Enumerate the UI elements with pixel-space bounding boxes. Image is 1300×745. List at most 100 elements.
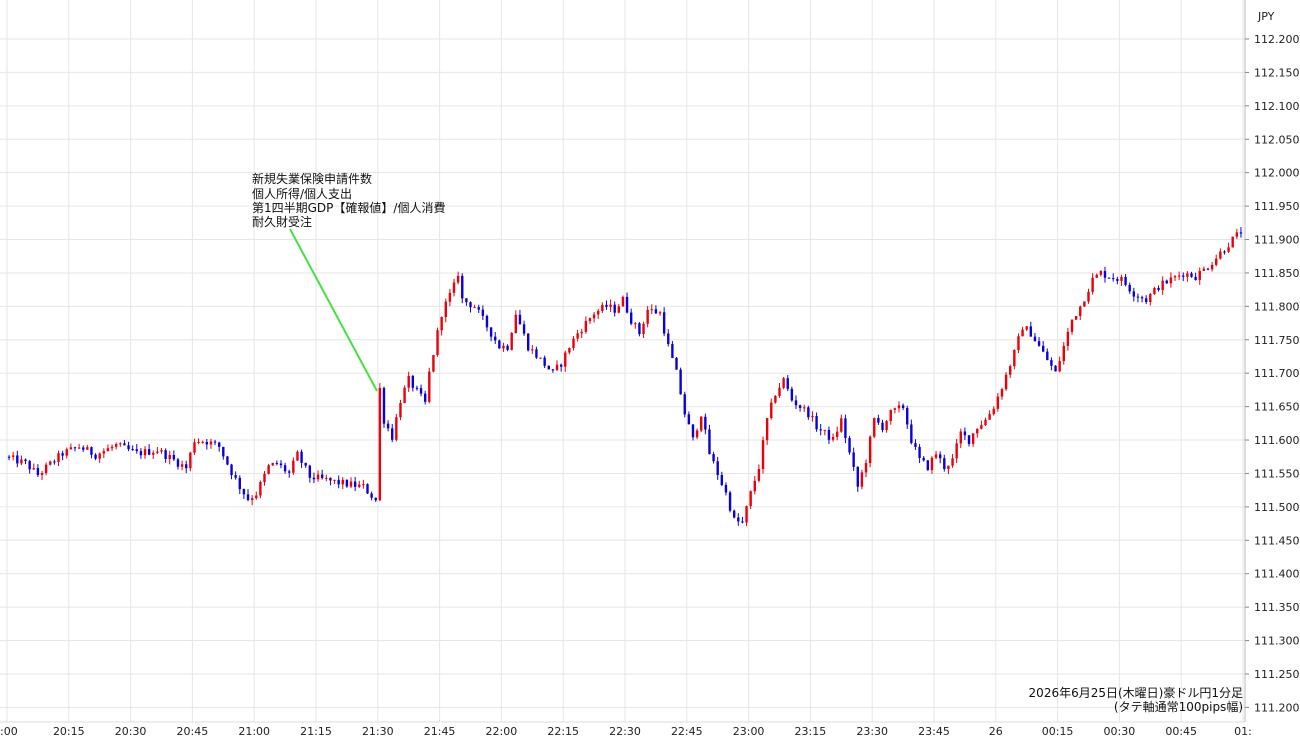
candle-body xyxy=(172,454,176,460)
y-tick-label: 111.200 xyxy=(1254,701,1300,714)
x-tick-label: 23:15 xyxy=(795,725,827,738)
candle-body xyxy=(469,302,472,308)
candle-body xyxy=(1079,306,1082,317)
x-tick-label: 20:45 xyxy=(177,725,209,738)
candle-body xyxy=(1041,345,1045,352)
candle-body xyxy=(242,489,246,495)
candle-body xyxy=(1029,326,1033,337)
candle-body xyxy=(580,331,583,334)
candle-body xyxy=(996,396,1000,409)
candle-body xyxy=(263,473,266,483)
candle-body xyxy=(992,408,995,415)
candle-body xyxy=(24,459,27,462)
annotation-line-3: 第1四半期GDP【確報値】/個人消費 xyxy=(252,200,445,215)
y-tick-label: 111.300 xyxy=(1254,635,1300,648)
candle-body xyxy=(1227,247,1230,252)
candle-body xyxy=(844,418,847,438)
candle-body xyxy=(1186,273,1189,277)
candle-body xyxy=(407,375,410,388)
candle-body xyxy=(1177,275,1181,277)
candle-body xyxy=(774,395,777,403)
time-axis: :00 20:15 20:30 20:45 21:00 21:15 21:30 21:45 22… xyxy=(0,725,1252,738)
candle-body xyxy=(749,491,752,507)
candle-body xyxy=(448,292,452,302)
currency-label: JPY xyxy=(1257,10,1275,23)
candle-body xyxy=(259,482,262,496)
candle-body xyxy=(193,442,196,453)
candle-body xyxy=(57,453,60,462)
x-tick-label: 26 xyxy=(989,725,1003,738)
candle-body xyxy=(947,465,950,470)
candle-body xyxy=(1070,319,1074,332)
candle-body xyxy=(679,369,682,395)
candle-body xyxy=(209,441,213,445)
candle-body xyxy=(1231,236,1234,248)
candle-body xyxy=(1099,271,1103,275)
candle-body xyxy=(217,442,221,447)
candle-body xyxy=(856,466,859,487)
candle-body xyxy=(634,323,637,325)
candle-body xyxy=(704,416,707,430)
candle-body xyxy=(481,309,485,316)
candle-body xyxy=(135,449,138,452)
candle-body xyxy=(551,369,555,371)
candle-body xyxy=(28,461,31,470)
candle-body xyxy=(428,371,431,402)
candle-body xyxy=(943,458,946,470)
candle-body xyxy=(1066,331,1070,346)
candle-body xyxy=(621,296,625,307)
candle-body xyxy=(786,378,789,389)
candle-body xyxy=(1173,276,1177,278)
candle-body xyxy=(1182,275,1185,277)
candle-body xyxy=(238,477,241,490)
candle-body xyxy=(180,464,184,467)
candle-body xyxy=(893,408,897,410)
candle-body xyxy=(304,462,307,466)
candle-body xyxy=(1120,276,1123,281)
candle-body xyxy=(382,387,386,424)
candle-body xyxy=(827,429,831,440)
candle-body xyxy=(415,387,419,389)
candle-body xyxy=(922,457,925,461)
candle-body xyxy=(300,451,303,463)
candle-body xyxy=(147,449,151,455)
candle-body xyxy=(106,448,110,452)
candle-body xyxy=(1136,296,1140,298)
candle-body xyxy=(485,315,489,328)
candle-body xyxy=(741,521,744,523)
candle-body xyxy=(597,310,600,315)
candle-body xyxy=(353,481,357,487)
candle-body xyxy=(119,443,122,445)
candle-body xyxy=(82,447,85,450)
candle-body xyxy=(901,405,905,409)
candle-body xyxy=(539,357,542,359)
candle-body xyxy=(378,387,382,501)
candle-body xyxy=(811,416,814,418)
candle-body xyxy=(716,461,719,476)
candle-body xyxy=(1017,336,1020,351)
candle-body xyxy=(419,388,423,394)
candle-body xyxy=(477,307,480,310)
candle-body xyxy=(815,416,818,430)
candle-body xyxy=(963,431,967,436)
candle-body xyxy=(337,479,340,485)
candle-body xyxy=(329,477,332,481)
candle-body xyxy=(296,451,299,461)
candle-body xyxy=(226,456,229,465)
candle-body xyxy=(782,378,785,388)
price-axis: 112.200 112.150 112.100 112.050 112.000 111.9… xyxy=(1245,33,1300,714)
x-tick-label: :00 xyxy=(0,725,18,738)
x-tick-label: 01: xyxy=(1234,725,1252,738)
y-tick-label: 111.600 xyxy=(1254,434,1300,447)
candle-body xyxy=(1000,389,1004,397)
candle-body xyxy=(1046,351,1049,361)
candle-body xyxy=(518,314,522,325)
candle-body xyxy=(564,352,567,367)
candle-body xyxy=(1021,329,1024,337)
candle-body xyxy=(131,449,134,451)
chart-footer: 2026年6月25日(木曜日)豪ドル円1分足 (タテ軸通常100pips幅) xyxy=(1029,685,1243,714)
footer-line-1: 2026年6月25日(木曜日)豪ドル円1分足 xyxy=(1029,685,1243,700)
candle-body xyxy=(1169,277,1173,284)
candle-body xyxy=(205,441,209,445)
